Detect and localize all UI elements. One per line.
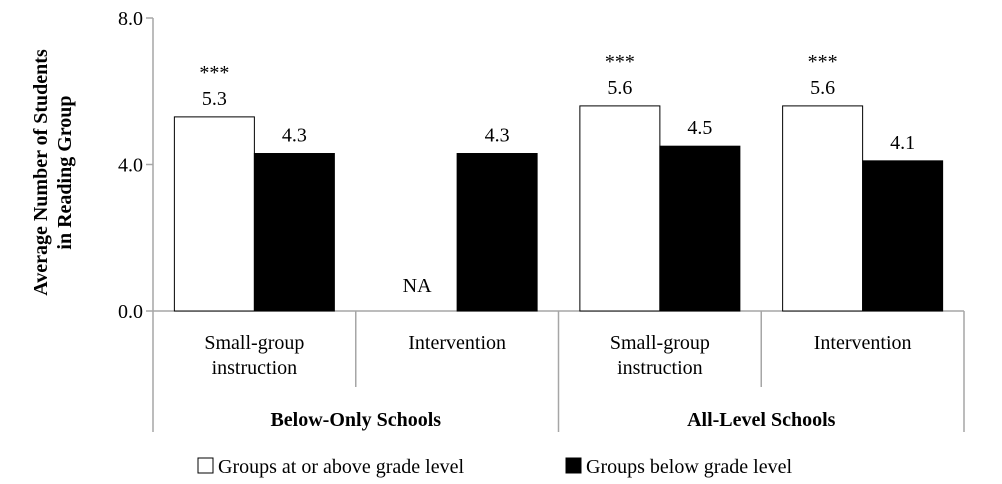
legend-swatch — [197, 457, 214, 474]
legend-label: Groups at or above grade level — [218, 456, 464, 478]
category-label: Intervention — [408, 332, 506, 354]
value-label: 5.6 — [607, 77, 632, 99]
value-label: 4.3 — [282, 125, 307, 147]
bar-at-or-above — [173, 116, 255, 312]
category-label: Intervention — [814, 332, 912, 354]
bar-below — [659, 145, 741, 312]
value-label: 4.1 — [890, 132, 915, 154]
y-axis-title: Average Number of Students — [30, 49, 52, 296]
na-label: NA — [403, 275, 432, 297]
bar-below — [456, 153, 538, 312]
legend-swatch — [565, 457, 582, 474]
bar-at-or-above — [579, 105, 661, 312]
y-tick-label: 0.0 — [118, 301, 143, 323]
y-axis-title: in Reading Group — [54, 95, 76, 249]
legend-label: Groups below grade level — [586, 456, 792, 478]
bar-below — [862, 160, 944, 312]
value-label: 4.5 — [687, 117, 712, 139]
value-label: 5.3 — [202, 88, 227, 110]
group-label: Below-Only Schools — [270, 409, 441, 431]
significance-label: *** — [199, 62, 229, 84]
value-label: 5.6 — [810, 77, 835, 99]
value-label: 4.3 — [485, 125, 510, 147]
group-label: All-Level Schools — [687, 409, 836, 431]
y-tick-label: 8.0 — [118, 8, 143, 30]
category-label: instruction — [617, 357, 703, 379]
category-label: instruction — [212, 357, 298, 379]
bar-below — [253, 153, 335, 312]
category-label: Small-group — [204, 332, 304, 354]
bar-at-or-above — [782, 105, 864, 312]
category-label: Small-group — [610, 332, 710, 354]
significance-label: *** — [605, 51, 635, 73]
y-tick-label: 4.0 — [118, 155, 143, 177]
significance-label: *** — [808, 51, 838, 73]
